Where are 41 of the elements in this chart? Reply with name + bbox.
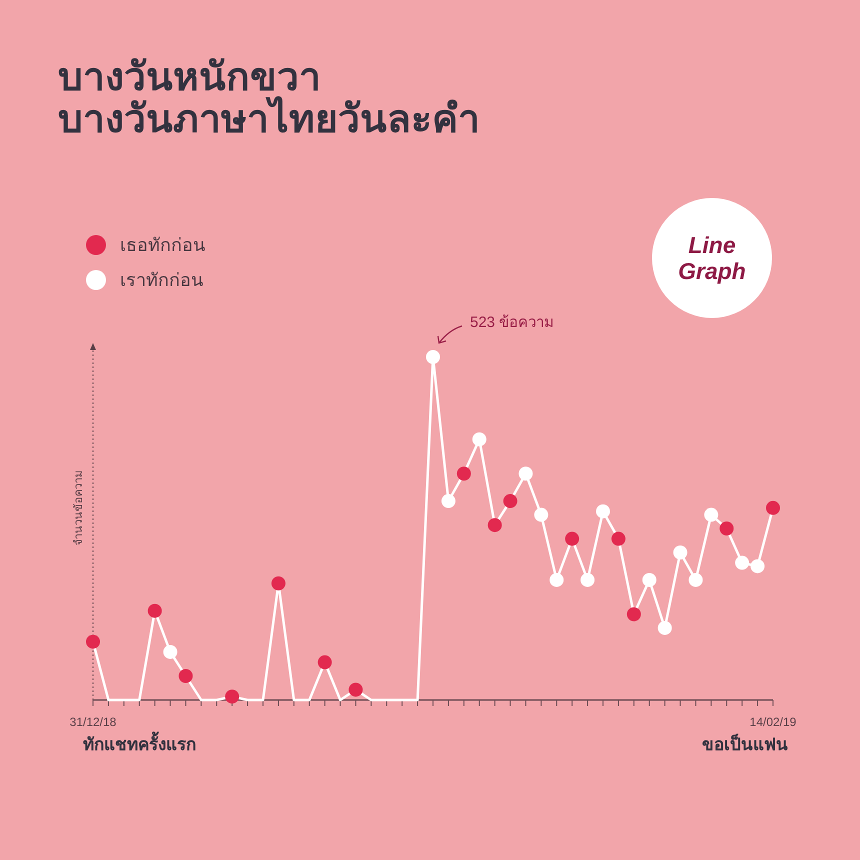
point	[626, 607, 641, 622]
point	[611, 532, 626, 546]
point	[488, 518, 502, 532]
text: ขอเป็นแฟน	[702, 732, 788, 754]
x-tick-label: 14/02/19	[750, 715, 797, 729]
point	[271, 576, 286, 590]
point	[518, 466, 533, 481]
point	[596, 504, 610, 518]
legend-label: เราทักก่อน	[120, 270, 203, 290]
point	[673, 546, 688, 560]
point	[86, 634, 100, 649]
point	[534, 508, 548, 522]
point	[163, 644, 178, 659]
point	[658, 620, 672, 635]
point	[750, 559, 765, 574]
point	[704, 508, 718, 522]
x-tick-label: 31/12/18	[70, 715, 117, 729]
point	[503, 494, 518, 508]
point	[688, 572, 703, 587]
point	[456, 466, 471, 481]
point	[565, 532, 580, 546]
point	[318, 655, 332, 670]
point	[426, 350, 440, 364]
legend-label: เธอทักก่อน	[120, 235, 205, 255]
text: 523 ข้อความ	[470, 314, 554, 331]
chart-title: บางวันหนักขวา บางวันภาษาไทยวันละคำ	[58, 56, 480, 141]
point	[720, 522, 734, 536]
point	[148, 604, 162, 618]
point	[580, 572, 595, 587]
text: ทักแชทครั้งแรก	[83, 731, 196, 754]
point	[766, 500, 780, 515]
y-axis-title: จำนวนข้อความ	[73, 470, 85, 546]
point	[550, 572, 564, 587]
text: Line Graph	[678, 232, 746, 284]
point	[642, 572, 656, 587]
point	[472, 432, 486, 446]
point	[348, 682, 363, 697]
point	[225, 690, 240, 704]
point	[178, 668, 193, 683]
point	[735, 556, 750, 570]
point	[441, 494, 456, 508]
